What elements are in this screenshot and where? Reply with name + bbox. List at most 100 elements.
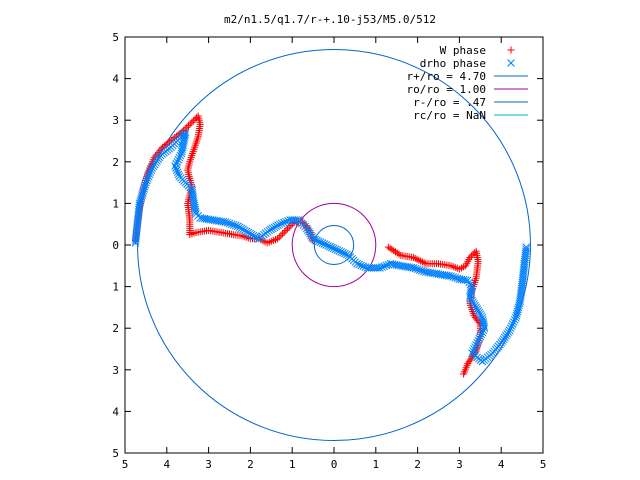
drho-phase-point bbox=[189, 197, 198, 206]
drho-phase-point bbox=[459, 275, 468, 284]
drho-phase-point bbox=[341, 249, 349, 258]
drho-phase-point bbox=[434, 270, 443, 278]
drho-phase-point bbox=[275, 220, 284, 229]
drho-phase-point bbox=[522, 245, 530, 254]
drho-phase-point bbox=[174, 155, 183, 164]
drho-phase-point bbox=[509, 318, 518, 326]
drho-phase-point bbox=[394, 261, 403, 270]
drho-phase-point bbox=[326, 242, 334, 251]
drho-phase-point bbox=[455, 275, 464, 283]
legend-label: r-/ro = .47 bbox=[413, 96, 486, 109]
drho-phase-point bbox=[137, 193, 146, 202]
drho-phase-point bbox=[478, 328, 487, 337]
drho-phase-point bbox=[175, 153, 184, 162]
drho-phase-point bbox=[314, 237, 323, 246]
drho-phase-point bbox=[196, 214, 205, 222]
drho-phase-point bbox=[171, 162, 180, 170]
drho-phase-point bbox=[177, 149, 186, 158]
drho-phase-point bbox=[436, 270, 445, 279]
drho-phase-point bbox=[191, 207, 200, 216]
drho-phase-point bbox=[173, 168, 182, 177]
legend-label: W phase bbox=[440, 44, 486, 57]
drho-phase-point bbox=[397, 261, 405, 270]
drho-phase-point bbox=[449, 273, 457, 281]
legend-label: ro/ro = 1.00 bbox=[407, 83, 486, 96]
drho-phase-point bbox=[342, 250, 351, 259]
drho-phase-point bbox=[188, 191, 197, 199]
drho-phase-point bbox=[469, 347, 477, 355]
drho-phase-point bbox=[190, 199, 198, 208]
drho-phase-point bbox=[219, 217, 228, 226]
drho-phase-point bbox=[353, 259, 361, 268]
drho-phase-point bbox=[480, 324, 489, 333]
x-tick-label: 1 bbox=[289, 458, 296, 471]
drho-phase-point bbox=[359, 262, 368, 271]
drho-phase-point bbox=[430, 269, 439, 278]
drho-phase-point bbox=[457, 275, 466, 284]
drho-phase-point bbox=[453, 274, 462, 283]
drho-phase-point bbox=[426, 268, 434, 277]
drho-phase-point bbox=[422, 268, 430, 276]
drho-phase-point bbox=[475, 334, 484, 343]
drho-phase-point bbox=[135, 199, 144, 208]
drho-phase-point bbox=[403, 262, 412, 271]
drho-phase-point bbox=[225, 219, 234, 228]
drho-phase-point bbox=[413, 265, 422, 274]
y-tick-label: 3 bbox=[112, 114, 119, 127]
x-tick-label: 2 bbox=[247, 458, 254, 471]
drho-phase-point bbox=[376, 264, 384, 272]
drho-phase-point bbox=[190, 203, 199, 212]
drho-phase-point bbox=[292, 216, 301, 224]
drho-phase-point bbox=[478, 316, 487, 324]
drho-phase-point bbox=[386, 259, 395, 268]
drho-phase-point bbox=[136, 197, 145, 206]
series-drho-phase bbox=[131, 128, 531, 366]
drho-phase-point bbox=[320, 240, 329, 248]
x-tick-label: 5 bbox=[540, 458, 547, 471]
x-tick-label: 4 bbox=[498, 458, 505, 471]
drho-phase-point bbox=[137, 195, 145, 204]
drho-phase-point bbox=[146, 168, 155, 177]
drho-phase-point bbox=[333, 246, 342, 254]
drho-phase-point bbox=[223, 218, 232, 227]
drho-phase-point bbox=[202, 215, 211, 223]
drho-phase-point bbox=[312, 236, 321, 245]
drho-phase-point bbox=[221, 218, 230, 226]
drho-phase-point bbox=[316, 238, 325, 247]
drho-phase-point bbox=[188, 184, 196, 193]
drho-phase-point bbox=[479, 318, 488, 326]
drho-phase-point bbox=[172, 164, 180, 172]
drho-phase-point bbox=[145, 170, 154, 179]
drho-phase-point bbox=[451, 273, 460, 282]
drho-phase-point bbox=[144, 172, 153, 181]
drho-phase-point bbox=[198, 214, 207, 223]
y-tick-label: 4 bbox=[112, 73, 119, 86]
drho-phase-point bbox=[470, 345, 478, 353]
drho-phase-point bbox=[335, 247, 344, 255]
legend-label: r+/ro = 4.70 bbox=[407, 70, 486, 83]
drho-phase-point bbox=[405, 263, 414, 272]
drho-phase-point bbox=[213, 216, 221, 225]
drho-phase-point bbox=[378, 263, 386, 271]
x-tick-label: 1 bbox=[372, 458, 379, 471]
y-tick-label: 1 bbox=[112, 281, 119, 294]
drho-phase-point bbox=[473, 338, 482, 347]
y-tick-label: 0 bbox=[112, 239, 119, 252]
x-tick-label: 5 bbox=[122, 458, 129, 471]
drho-phase-point bbox=[440, 271, 449, 280]
drho-phase-point bbox=[217, 217, 225, 226]
legend-label: drho phase bbox=[420, 57, 486, 70]
drho-phase-point bbox=[324, 241, 332, 250]
drho-phase-point bbox=[479, 326, 488, 335]
drho-phase-point bbox=[206, 215, 215, 224]
drho-phase-point bbox=[277, 219, 286, 228]
x-tick-label: 3 bbox=[205, 458, 212, 471]
chart-title: m2/n1.5/q1.7/r-+.10-j53/M5.0/512 bbox=[224, 13, 436, 26]
drho-phase-point bbox=[438, 270, 447, 279]
drho-phase-point bbox=[471, 343, 479, 351]
drho-phase-point bbox=[231, 221, 240, 230]
drho-phase-point bbox=[282, 217, 290, 226]
drho-phase-point bbox=[476, 332, 485, 341]
x-tick-label: 4 bbox=[163, 458, 170, 471]
